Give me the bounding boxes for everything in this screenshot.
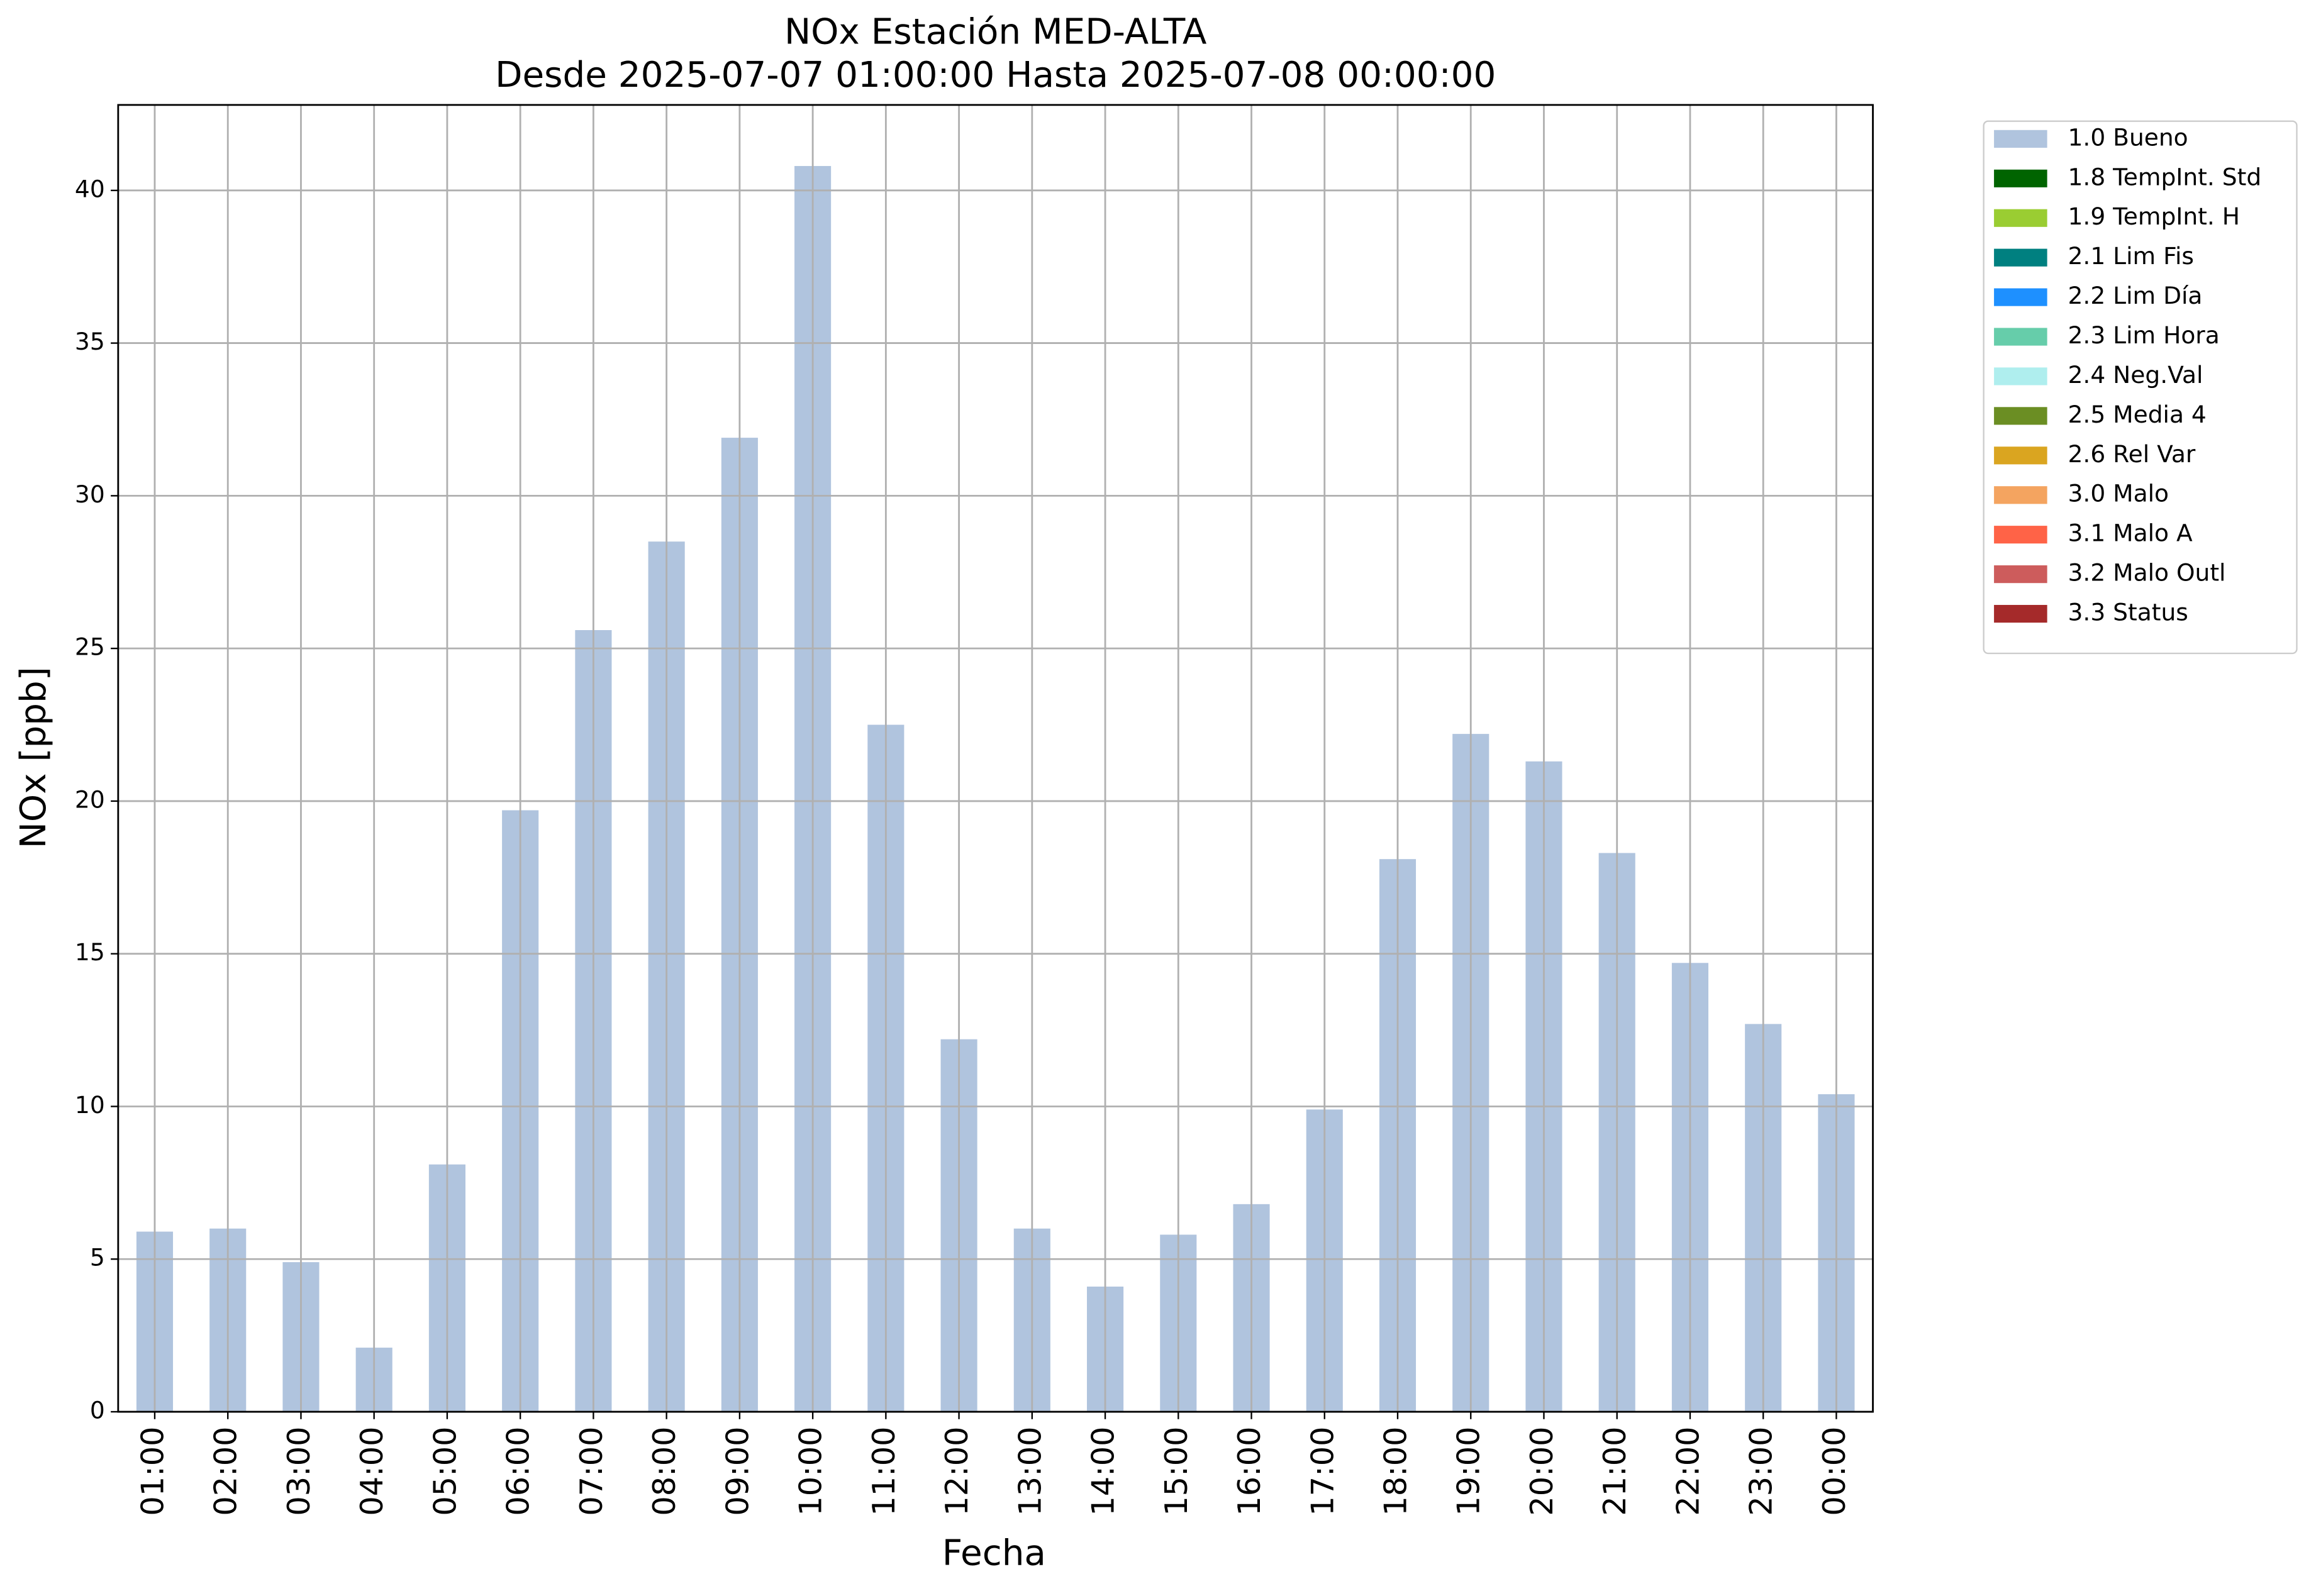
y-tick-label: 30 [75,480,105,508]
x-tick-label: 03:00 [281,1427,317,1516]
legend-swatch [1994,209,2047,227]
x-axis-label: Fecha [942,1532,1046,1573]
x-tick-label: 16:00 [1231,1427,1267,1516]
legend-swatch [1994,130,2047,148]
legend-swatch [1994,367,2047,385]
legend-swatch [1994,169,2047,187]
legend-label: 2.6 Rel Var [2068,440,2196,468]
y-tick-label: 0 [90,1397,105,1424]
x-tick-label: 08:00 [646,1427,682,1516]
legend-label: 1.8 TempInt. Std [2068,163,2262,191]
x-tick-label: 11:00 [866,1427,902,1516]
legend-swatch [1994,486,2047,504]
y-tick-label: 40 [75,175,105,202]
y-tick-label: 35 [75,328,105,355]
x-tick-label: 19:00 [1450,1427,1487,1516]
x-tick-label: 21:00 [1596,1427,1633,1516]
y-tick-label: 25 [75,633,105,661]
x-tick-label: 13:00 [1011,1427,1048,1516]
legend-label: 3.0 Malo [2068,480,2169,507]
legend-label: 2.1 Lim Fis [2068,242,2194,270]
legend-label: 2.5 Media 4 [2068,401,2207,428]
y-axis-label: NOx [ppb] [13,667,54,848]
x-tick-label: 18:00 [1377,1427,1413,1516]
legend-swatch [1994,328,2047,346]
legend-swatch [1994,288,2047,306]
chart-title: NOx Estación MED-ALTA [784,12,1207,53]
x-tick-label: 04:00 [354,1427,390,1516]
y-tick-label: 10 [75,1091,105,1119]
legend-label: 3.2 Malo Outl [2068,559,2226,587]
legend-swatch [1994,446,2047,465]
x-tick-label: 10:00 [793,1427,829,1516]
x-tick-label: 20:00 [1523,1427,1560,1516]
legend-swatch [1994,604,2047,623]
legend-swatch [1994,526,2047,544]
y-tick-label: 5 [90,1244,105,1272]
legend-label: 3.3 Status [2068,599,2188,626]
y-tick-label: 20 [75,785,105,813]
x-tick-label: 05:00 [426,1427,463,1516]
legend-label: 1.0 Bueno [2068,123,2188,151]
x-tick-label: 14:00 [1085,1427,1122,1516]
legend-label: 3.1 Malo A [2068,519,2193,547]
x-tick-label: 02:00 [208,1427,244,1516]
x-tick-label: 07:00 [573,1427,610,1516]
legend-swatch [1994,248,2047,267]
legend-swatch [1994,407,2047,425]
x-tick-label: 17:00 [1304,1427,1340,1516]
chart-subtitle: Desde 2025-07-07 01:00:00 Hasta 2025-07-… [495,55,1496,96]
legend-label: 2.2 Lim Día [2068,282,2203,309]
legend-label: 2.4 Neg.Val [2068,361,2203,389]
x-tick-label: 23:00 [1743,1427,1779,1516]
x-tick-label: 01:00 [134,1427,170,1516]
x-tick-label: 22:00 [1669,1427,1706,1516]
legend-swatch [1994,565,2047,584]
x-tick-label: 09:00 [719,1427,755,1516]
x-tick-label: 06:00 [500,1427,537,1516]
legend-label: 2.3 Lim Hora [2068,321,2220,349]
x-tick-label: 00:00 [1816,1427,1852,1516]
plot-frame [117,104,1874,1413]
y-tick-label: 15 [75,938,105,966]
legend-box [1983,120,2298,655]
x-tick-label: 12:00 [938,1427,975,1516]
legend-label: 1.9 TempInt. H [2068,202,2241,230]
x-tick-label: 15:00 [1158,1427,1194,1516]
